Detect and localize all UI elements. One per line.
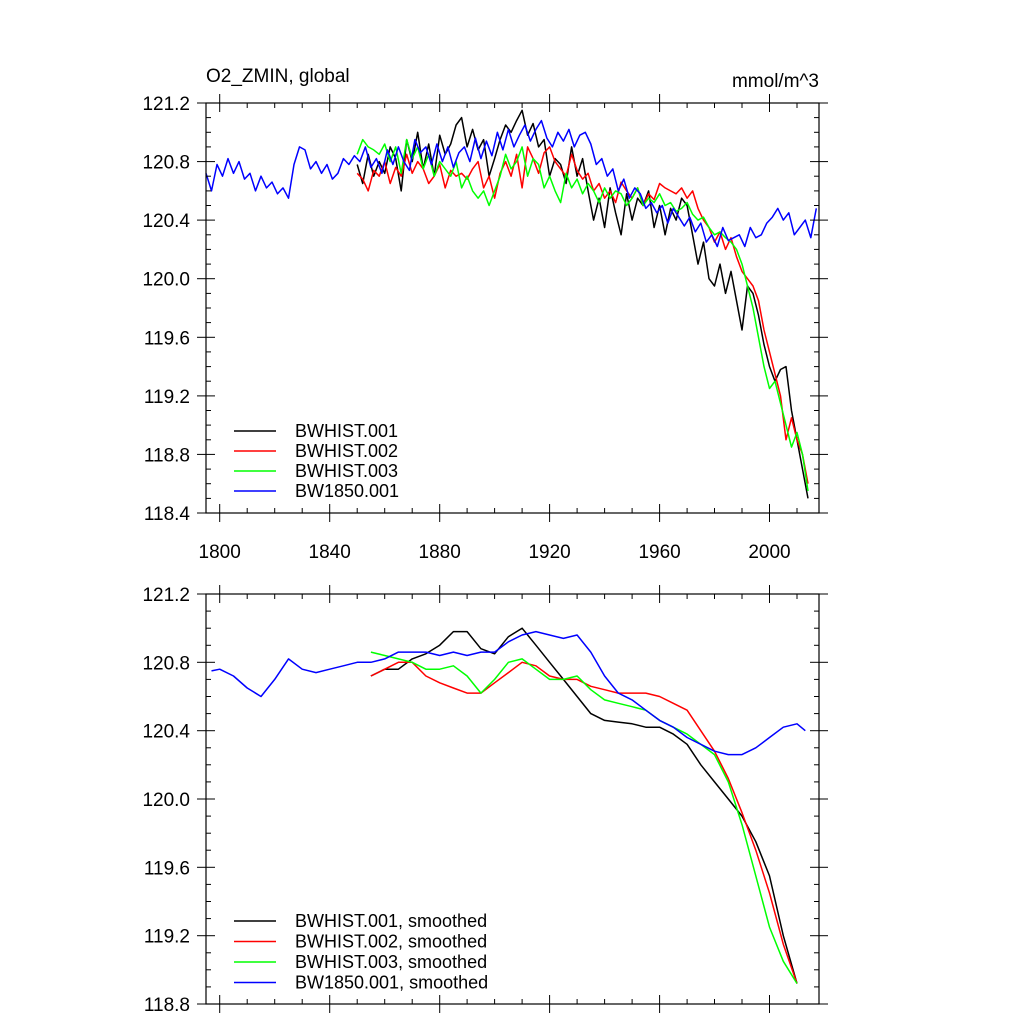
top-legend-label-2: BWHIST.002 xyxy=(295,441,398,461)
bottom-legend-label-4: BW1850.001, smoothed xyxy=(295,973,488,993)
bottom-series-line-1 xyxy=(370,627,798,984)
top-series-line-4 xyxy=(205,119,818,248)
bottom-series-line-4 xyxy=(211,630,806,756)
bottom-y-tick-label: 120.0 xyxy=(142,790,190,811)
top-y-tick-label: 118.4 xyxy=(144,504,191,525)
bottom-legend-label-2: BWHIST.002, smoothed xyxy=(295,932,487,952)
top-legend-label-1: BWHIST.001 xyxy=(295,421,398,441)
top-legend-label-4: BW1850.001 xyxy=(295,481,399,501)
bottom-y-tick-label: 121.2 xyxy=(142,585,190,606)
bottom-panel-ticks xyxy=(197,585,828,1013)
top-x-tick-label: 2000 xyxy=(748,542,790,563)
top-series-line-1 xyxy=(356,109,809,499)
bottom-y-tick-label: 119.6 xyxy=(144,858,190,879)
bottom-legend-label-3: BWHIST.003, smoothed xyxy=(295,952,487,972)
top-x-tick-label: 1840 xyxy=(309,542,351,563)
top-y-tick-label: 120.0 xyxy=(142,270,190,291)
bottom-legend-label-1: BWHIST.001, smoothed xyxy=(295,911,487,931)
top-x-tick-label: 1800 xyxy=(199,542,241,563)
bottom-panel-lines xyxy=(211,627,806,984)
top-y-tick-label: 120.8 xyxy=(142,153,190,174)
top-y-tick-label: 119.6 xyxy=(144,328,190,349)
top-x-tick-label: 1920 xyxy=(528,542,570,563)
bottom-y-tick-label: 119.2 xyxy=(144,927,190,948)
bottom-y-tick-label: 118.8 xyxy=(144,995,190,1016)
top-panel-tick-labels: 1800 1840 1880 1920 1960 2000 118.4 118.8 119.2 1… xyxy=(142,94,790,563)
bottom-y-tick-label: 120.4 xyxy=(142,722,190,743)
top-y-tick-label: 120.4 xyxy=(142,211,190,232)
top-y-tick-label: 121.2 xyxy=(142,94,190,115)
bottom-panel: 118.8 119.2 119.6 120.0 120.4 120.8 121.2 BWHI… xyxy=(142,585,828,1016)
top-legend-label-3: BWHIST.003 xyxy=(295,461,398,481)
top-panel-ticks xyxy=(197,94,828,522)
bottom-y-tick-label: 120.8 xyxy=(142,653,190,674)
top-series-line-3 xyxy=(356,138,809,492)
bottom-panel-tick-labels: 118.8 119.2 119.6 120.0 120.4 120.8 121.2 xyxy=(142,585,190,1016)
bottom-series-line-3 xyxy=(370,651,798,984)
top-x-tick-label: 1960 xyxy=(638,542,680,563)
top-y-tick-label: 118.8 xyxy=(144,445,190,466)
top-panel-title: O2_ZMIN, global xyxy=(206,66,350,87)
top-panel-lines xyxy=(205,109,818,499)
top-y-tick-label: 119.2 xyxy=(144,387,190,408)
top-panel-units: mmol/m^3 xyxy=(732,71,819,92)
top-x-tick-label: 1880 xyxy=(419,542,461,563)
top-panel: 1800 1840 1880 1920 1960 2000 118.4 118.8 119.2 1… xyxy=(142,66,828,563)
